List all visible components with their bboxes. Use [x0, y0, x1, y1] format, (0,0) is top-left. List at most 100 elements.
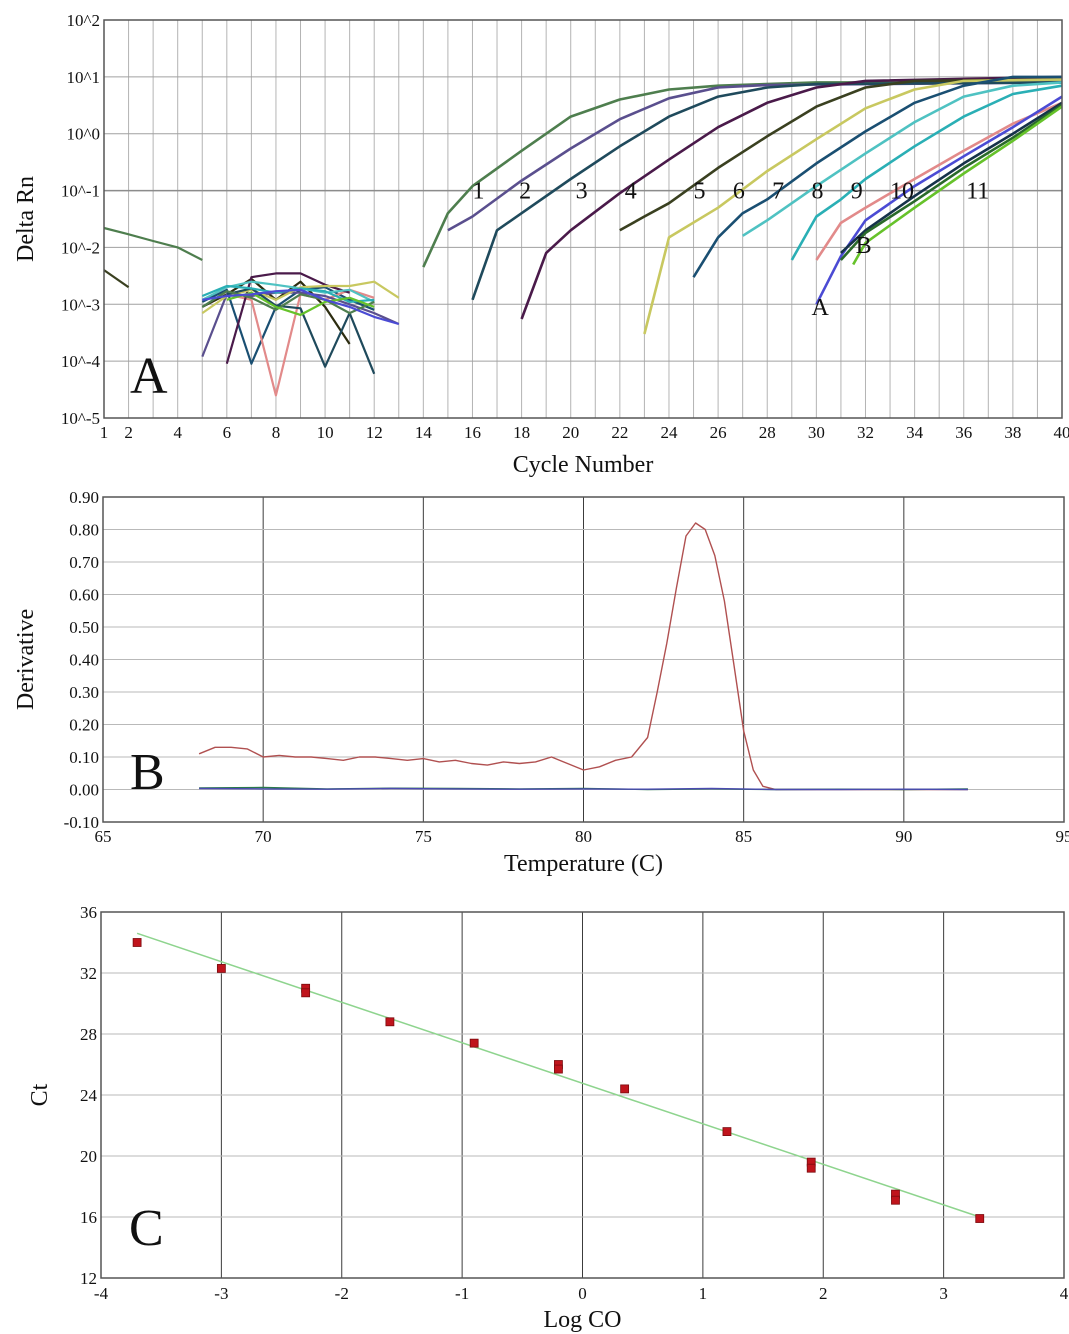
panel-b-y-tick-label: 0.10 [69, 748, 99, 767]
panel-b-y-ticks: 0.900.800.700.600.500.400.300.200.100.00… [64, 488, 99, 832]
panel-c-data-point [133, 939, 141, 947]
panel-c-y-tick-label: 36 [80, 903, 97, 922]
panel-a-curve-label: A [811, 295, 829, 321]
panel-a: 1 2 4 6 8 10 12 14 16 18 20 22 24 26 28 30 32 34 36 38 40 10… [13, 11, 1069, 478]
panel-c-x-tick-label: 1 [699, 1284, 708, 1303]
panel-c-y-tick-label: 28 [80, 1025, 97, 1044]
panel-a-x-tick-label: 28 [759, 423, 776, 442]
panel-b-y-tick-label: 0.20 [69, 716, 99, 735]
panel-a-curve-label: 11 [966, 179, 989, 205]
panel-b-x-tick-label: 70 [255, 827, 272, 846]
panel-c-y-tick-label: 16 [80, 1208, 97, 1227]
panel-a-x-tick-label: 24 [660, 423, 678, 442]
panel-a-y-tick-label: 10^-5 [61, 409, 100, 428]
panel-c-points [133, 939, 984, 1223]
panel-a-x-axis-label: Cycle Number [513, 452, 654, 478]
panel-a-curve-label: B [856, 233, 872, 259]
panel-c-data-point [891, 1196, 899, 1204]
panel-c-x-ticks: -4 -3 -2 -1 0 1 2 3 4 [94, 1284, 1069, 1303]
panel-c-data-point [976, 1215, 984, 1223]
panel-c-data-point [807, 1164, 815, 1172]
panel-c-data-point [723, 1128, 731, 1136]
panel-a-x-tick-label: 12 [366, 423, 383, 442]
panel-b-letter: B [130, 744, 165, 801]
panel-a-y-tick-label: 10^0 [67, 125, 100, 144]
panel-a-x-tick-label: 1 [100, 423, 109, 442]
panel-a-x-tick-label: 14 [415, 423, 433, 442]
panel-a-x-tick-label: 10 [317, 423, 334, 442]
panel-a-series-line [853, 107, 1062, 265]
panel-a-x-tick-label: 36 [955, 423, 972, 442]
panel-b-y-tick-label: 0.30 [69, 683, 99, 702]
panel-a-curve-label: 5 [694, 179, 706, 205]
panel-b-x-tick-label: 90 [895, 827, 912, 846]
panel-c-y-tick-label: 32 [80, 964, 97, 983]
panel-c-x-tick-label: -1 [455, 1284, 469, 1303]
panel-a-curve-label: 8 [811, 179, 823, 205]
panel-c-y-axis-label: Ct [27, 1083, 53, 1106]
panel-c-y-ticks: 36 32 28 24 20 16 12 [80, 903, 98, 1288]
panel-b-y-axis-label: Derivative [13, 609, 39, 710]
panel-a-curve-label: 1 [472, 179, 484, 205]
panel-a-y-tick-label: 10^-3 [61, 295, 100, 314]
panel-a-curve-label: 2 [519, 179, 531, 205]
panel-c-data-point [621, 1085, 629, 1093]
panel-c-x-axis-label: Log CO [544, 1307, 622, 1333]
panel-a-curve-label: 3 [576, 179, 588, 205]
panel-b-y-tick-label: 0.80 [69, 521, 99, 540]
panel-a-series-line [448, 82, 1062, 230]
panel-a-y-tick-label: 10^1 [67, 68, 100, 87]
panel-c-x-tick-label: 4 [1060, 1284, 1069, 1303]
panel-c-data-point [217, 964, 225, 972]
panel-c-data-point [554, 1065, 562, 1073]
panel-c-x-tick-label: 2 [819, 1284, 828, 1303]
panel-c-data-point [302, 989, 310, 997]
panel-b-x-tick-label: 85 [735, 827, 752, 846]
panel-a-curve-label: 6 [733, 179, 745, 205]
panel-c-y-tick-label: 24 [80, 1086, 98, 1105]
panel-a-x-ticks: 1 2 4 6 8 10 12 14 16 18 20 22 24 26 28 30 32 34 36 38 40 [100, 423, 1069, 442]
panel-a-x-tick-label: 30 [808, 423, 825, 442]
panel-c-x-tick-label: 0 [578, 1284, 587, 1303]
panel-c-y-tick-label: 20 [80, 1147, 97, 1166]
panel-a-x-tick-label: 22 [611, 423, 628, 442]
panel-b-y-tick-label: 0.70 [69, 553, 99, 572]
panel-a-x-tick-label: 2 [124, 423, 133, 442]
panel-c-letter: C [129, 1200, 164, 1257]
panel-b-x-tick-label: 75 [415, 827, 432, 846]
panel-c-grid [101, 912, 1064, 1278]
panel-a-series [104, 77, 1062, 396]
panel-a-curve-label: 10 [890, 179, 914, 205]
panel-c-x-tick-label: -3 [214, 1284, 228, 1303]
panel-b-x-tick-label: 95 [1056, 827, 1069, 846]
panel-c-x-tick-label: -2 [335, 1284, 349, 1303]
panel-c-data-point [470, 1039, 478, 1047]
panel-c-data-point [386, 1018, 394, 1026]
panel-a-x-tick-label: 8 [272, 423, 281, 442]
panel-a-x-tick-label: 26 [710, 423, 727, 442]
panel-a-y-tick-label: 10^2 [67, 11, 100, 30]
panel-a-y-ticks: 10^210^110^010^-110^-210^-310^-410^-5 [61, 11, 101, 428]
panel-a-x-tick-label: 34 [906, 423, 924, 442]
panel-a-y-tick-label: 10^-1 [61, 182, 100, 201]
panel-b: 65 70 75 80 85 90 95 0.900.800.700.600.500.400… [13, 488, 1069, 877]
panel-a-x-tick-label: 38 [1004, 423, 1021, 442]
panel-b-y-tick-label: 0.00 [69, 781, 99, 800]
panel-b-y-tick-label: 0.50 [69, 618, 99, 637]
panel-a-x-tick-label: 20 [562, 423, 579, 442]
panel-c-fit-line [137, 933, 980, 1217]
panel-a-series-line [104, 270, 129, 287]
panel-b-y-tick-label: 0.90 [69, 488, 99, 507]
panel-a-curve-label: 4 [625, 179, 637, 205]
panel-c-y-tick-label: 12 [80, 1269, 97, 1288]
panel-b-y-tick-label: 0.60 [69, 586, 99, 605]
panel-b-x-tick-label: 80 [575, 827, 592, 846]
panel-c-x-tick-label: 3 [939, 1284, 948, 1303]
panel-a-x-tick-label: 18 [513, 423, 530, 442]
panel-a-x-tick-label: 16 [464, 423, 481, 442]
panel-a-y-tick-label: 10^-2 [61, 238, 100, 257]
panel-a-curve-label: 9 [851, 179, 863, 205]
panel-a-x-tick-label: 40 [1054, 423, 1069, 442]
